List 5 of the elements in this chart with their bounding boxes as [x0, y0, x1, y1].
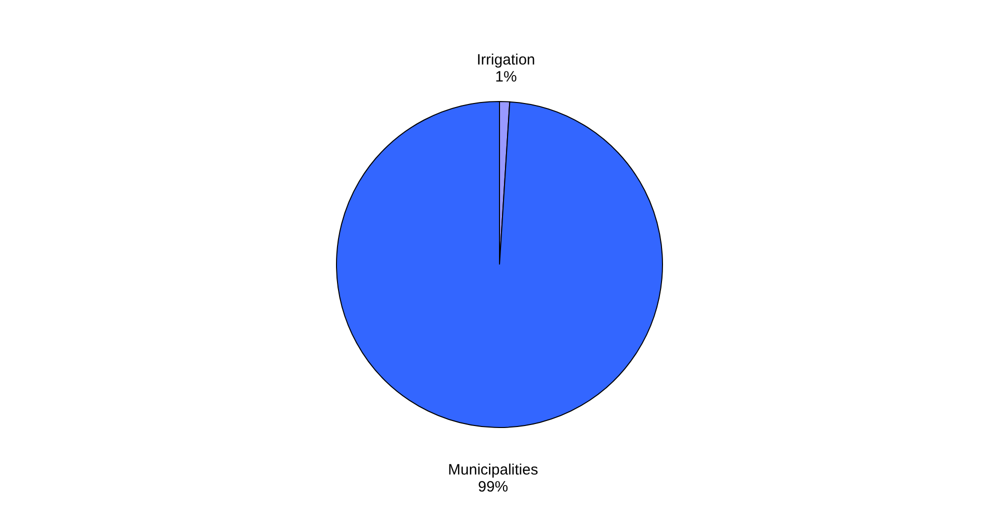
slice-label: Municipalities: [448, 461, 538, 478]
slice-label: Irrigation: [476, 52, 536, 69]
data-label: 1%: [495, 68, 517, 86]
pie-slice: [336, 101, 663, 428]
data-label: 99%: [478, 478, 508, 496]
